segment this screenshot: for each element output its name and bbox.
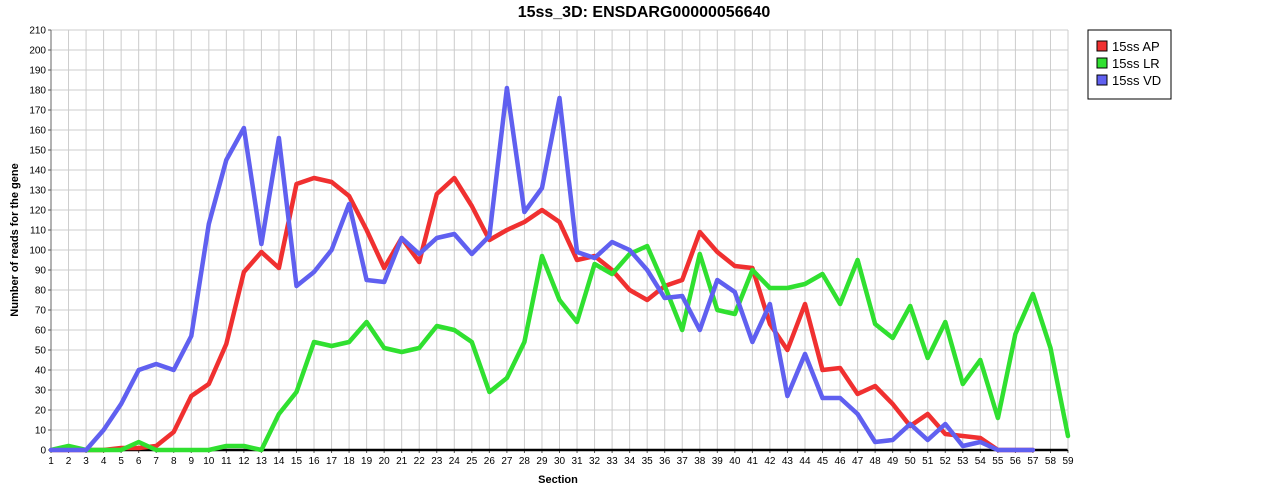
y-tick-label: 210	[29, 26, 46, 37]
x-tick-label: 59	[1062, 456, 1074, 467]
x-tick-label: 56	[1010, 456, 1022, 467]
x-tick-label: 18	[344, 456, 356, 467]
x-tick-label: 50	[905, 456, 917, 467]
series-line-15ss-ap	[48, 175, 1036, 453]
x-tick-label: 47	[852, 456, 864, 467]
x-tick-label: 38	[694, 456, 706, 467]
x-tick-label: 10	[203, 456, 215, 467]
legend-label-vd: 15ss VD	[1112, 73, 1161, 88]
x-tick-label: 29	[536, 456, 548, 467]
x-tick-label: 33	[607, 456, 619, 467]
x-tick-label: 41	[747, 456, 759, 467]
x-tick-label: 3	[83, 456, 89, 467]
x-tick-label: 16	[308, 456, 320, 467]
y-tick-label: 150	[29, 146, 46, 157]
x-tick-label: 58	[1045, 456, 1057, 467]
x-tick-label: 52	[940, 456, 952, 467]
axes: 1 2 3 4 5 6 7 8 9 10 11 12 13 14 15 16 17 18 19 20 21 22 23 24 2…	[29, 26, 1074, 468]
y-tick-label: 10	[35, 426, 47, 437]
y-tick-label: 100	[29, 246, 46, 257]
series-line-15ss-lr	[48, 243, 1071, 453]
x-tick-label: 14	[273, 456, 285, 467]
x-tick-label: 15	[291, 456, 303, 467]
y-tick-label: 140	[29, 166, 46, 177]
y-tick-label: 120	[29, 206, 46, 217]
y-tick-label: 30	[35, 386, 47, 397]
legend-label-lr: 15ss LR	[1112, 56, 1160, 71]
y-tick-label: 180	[29, 86, 46, 97]
x-tick-label: 13	[256, 456, 268, 467]
x-tick-label: 2	[66, 456, 72, 467]
y-tick-label: 130	[29, 186, 46, 197]
x-tick-label: 44	[799, 456, 811, 467]
x-tick-label: 25	[466, 456, 478, 467]
x-tick-label: 37	[677, 456, 689, 467]
y-tick-label: 200	[29, 46, 46, 57]
x-tick-label: 23	[431, 456, 443, 467]
x-tick-label: 54	[975, 456, 987, 467]
y-tick-label: 90	[35, 266, 47, 277]
legend-swatch-lr	[1096, 57, 1108, 69]
series-lines	[48, 85, 1071, 453]
x-tick-label: 40	[729, 456, 741, 467]
x-tick-label: 4	[101, 456, 107, 467]
y-tick-label: 20	[35, 406, 47, 417]
x-tick-label: 20	[379, 456, 391, 467]
x-tick-label: 26	[484, 456, 496, 467]
x-tick-label: 51	[922, 456, 934, 467]
x-tick-label: 55	[992, 456, 1004, 467]
x-tick-label: 12	[238, 456, 250, 467]
x-tick-label: 45	[817, 456, 829, 467]
x-tick-label: 17	[326, 456, 338, 467]
y-axis-label: Number of reads for the gene	[9, 163, 21, 316]
legend-swatch-vd	[1096, 74, 1108, 86]
chart-title: 15ss_3D: ENSDARG00000056640	[518, 4, 771, 21]
x-tick-label: 43	[782, 456, 794, 467]
x-tick-label: 48	[870, 456, 882, 467]
x-tick-label: 11	[221, 456, 232, 467]
x-tick-label: 27	[501, 456, 513, 467]
y-tick-label: 190	[29, 66, 46, 77]
y-tick-label: 60	[35, 326, 47, 337]
x-tick-label: 1	[48, 456, 54, 467]
x-tick-label: 7	[153, 456, 159, 467]
y-tick-label: 170	[29, 106, 46, 117]
x-tick-label: 24	[449, 456, 461, 467]
x-tick-label: 53	[957, 456, 969, 467]
x-tick-label: 9	[188, 456, 194, 467]
y-tick-label: 0	[40, 446, 46, 457]
y-tick-label: 160	[29, 126, 46, 137]
x-tick-label: 36	[659, 456, 671, 467]
x-tick-label: 30	[554, 456, 566, 467]
x-tick-label: 19	[361, 456, 373, 467]
x-tick-label: 57	[1027, 456, 1039, 467]
series-line-15ss-vd	[48, 85, 1036, 453]
x-tick-label: 28	[519, 456, 531, 467]
x-tick-label: 8	[171, 456, 177, 467]
x-tick-label: 46	[834, 456, 846, 467]
y-tick-label: 50	[35, 346, 47, 357]
y-tick-label: 70	[35, 306, 47, 317]
x-tick-label: 21	[396, 456, 408, 467]
x-tick-label: 32	[589, 456, 601, 467]
x-tick-label: 5	[118, 456, 124, 467]
x-tick-label: 34	[624, 456, 636, 467]
legend-swatch-ap	[1096, 40, 1108, 52]
x-tick-label: 31	[571, 456, 583, 467]
y-tick-label: 40	[35, 366, 47, 377]
x-tick-label: 35	[642, 456, 654, 467]
x-tick-label: 42	[764, 456, 776, 467]
legend: 15ss AP 15ss LR 15ss VD	[1087, 29, 1172, 100]
y-tick-label: 80	[35, 286, 47, 297]
x-tick-label: 49	[887, 456, 899, 467]
x-tick-label: 39	[712, 456, 724, 467]
legend-label-ap: 15ss AP	[1112, 39, 1160, 54]
x-tick-label: 6	[136, 456, 142, 467]
x-tick-label: 22	[414, 456, 426, 467]
x-axis-label: Section	[538, 474, 578, 486]
y-tick-label: 110	[30, 226, 46, 237]
